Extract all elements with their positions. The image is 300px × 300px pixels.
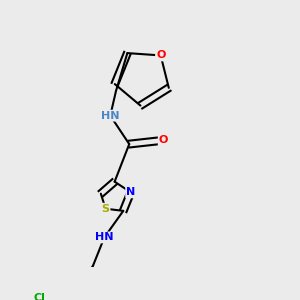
Text: O: O: [159, 135, 168, 145]
Text: Cl: Cl: [33, 292, 45, 300]
Text: S: S: [102, 204, 110, 214]
Text: O: O: [156, 50, 165, 60]
Text: HN: HN: [95, 232, 114, 242]
Text: HN: HN: [101, 111, 119, 121]
Text: N: N: [126, 188, 135, 197]
